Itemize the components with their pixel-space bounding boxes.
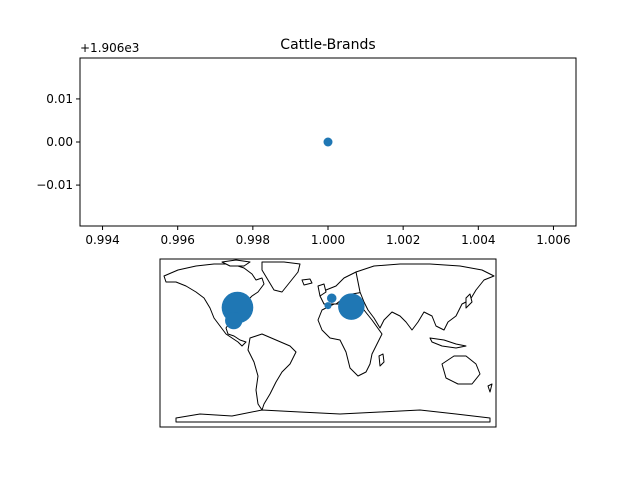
coastline-south-america [247,333,297,411]
coastline-japan [465,293,473,309]
coastline-greenland [261,261,301,293]
scatter-points [323,137,333,147]
x-tick-label: 1.006 [536,233,570,247]
coastline-madagascar [378,353,385,367]
y-tick-label: 0.00 [46,135,73,149]
chart-title: Cattle-Brands [280,37,375,53]
y-axis-ticks: 0.01 0.00 −0.01 [36,92,80,192]
x-tick-label: 0.998 [236,233,270,247]
x-tick-label: 1.000 [311,233,345,247]
coastline-australia [441,355,481,385]
coastline-arctic-islands [221,259,251,267]
coastline-asia [355,263,495,331]
map-point [324,302,332,310]
scatter-point [323,137,333,147]
coastline-new-zealand [487,383,493,393]
map-frame [159,258,497,428]
map-point [338,293,365,320]
y-tick-label: 0.01 [46,92,73,106]
x-tick-label: 1.002 [386,233,420,247]
coastline-iceland [301,278,313,286]
x-tick-label: 0.994 [85,233,119,247]
y-tick-label: −0.01 [36,178,73,192]
x-tick-label: 0.996 [161,233,195,247]
map-scatter-points [221,291,365,330]
map-point [225,311,243,330]
top-scatter-chart: Cattle-Brands +1.906e3 0.994 0.996 0.998 1.… [36,37,577,247]
coastline-north-america [163,263,265,347]
x-tick-label: 1.004 [461,233,495,247]
coastline-antarctica [175,409,491,423]
y-offset-label: +1.906e3 [80,41,139,55]
map-point [326,293,337,303]
coastline-indonesia [429,337,467,349]
bottom-map-chart [159,258,497,428]
x-axis-ticks: 0.994 0.996 0.998 1.000 1.002 1.004 1.006 [85,226,571,247]
coastline-british-isles [317,283,327,297]
